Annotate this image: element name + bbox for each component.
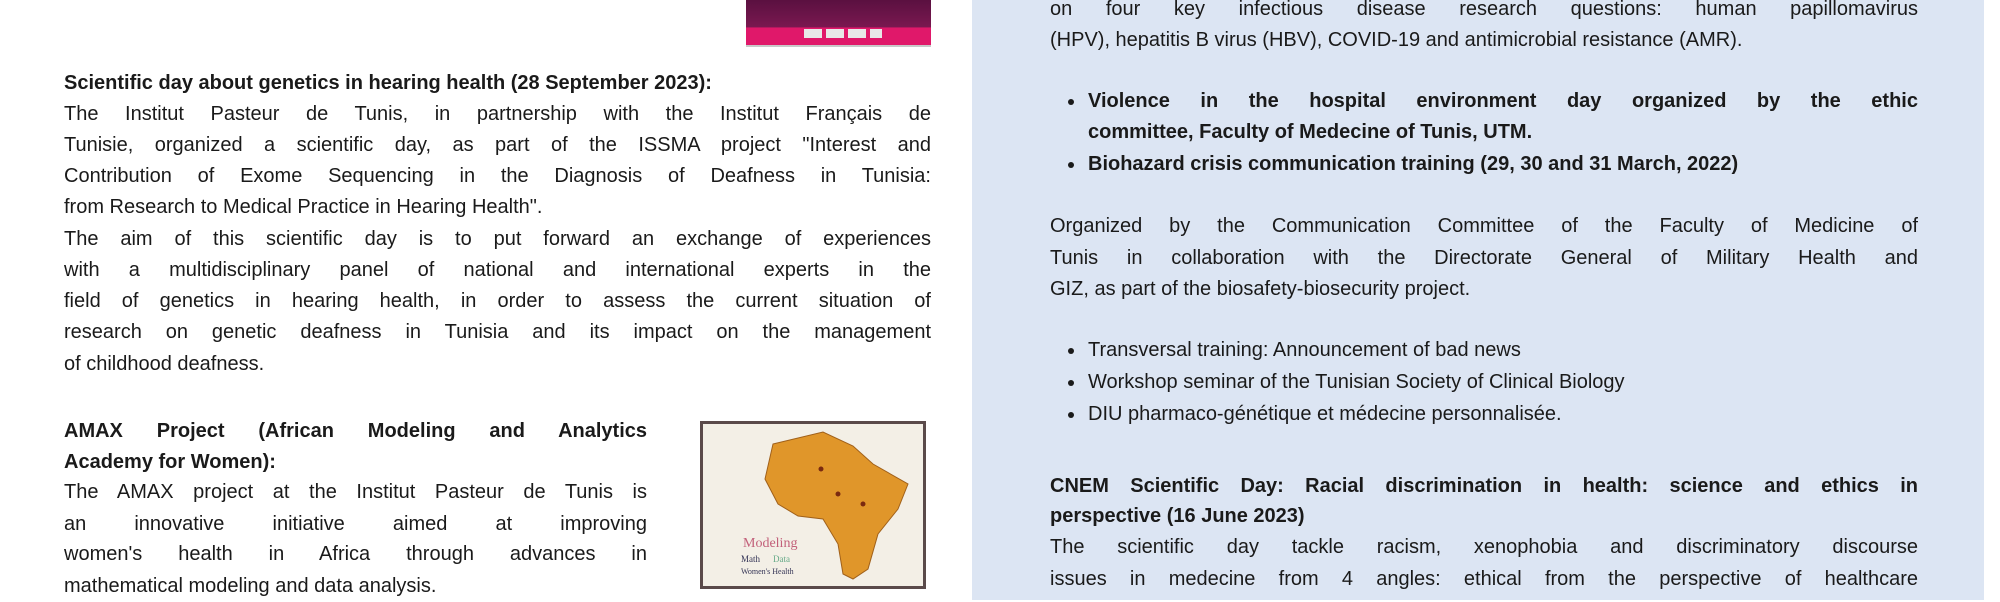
hearing-body-line: with a multidisciplinary panel of nation… bbox=[64, 259, 931, 281]
intro-line: (HPV), hepatitis B virus (HBV), COVID-19… bbox=[1050, 29, 1743, 51]
image-word: Women's Health bbox=[741, 567, 794, 576]
africa-map-icon bbox=[764, 431, 909, 580]
cnem-body-line: The scientific day tackle racism, xenoph… bbox=[1050, 536, 1918, 558]
amax-heading-line: Academy for Women): bbox=[64, 451, 276, 473]
hearing-body-line: research on genetic deafness in Tunisia … bbox=[64, 321, 931, 343]
cnem-body-line: issues in medecine from 4 angles: ethica… bbox=[1050, 568, 1918, 590]
organized-line: Tunis in collaboration with the Director… bbox=[1050, 247, 1918, 269]
bullet-item: Transversal training: Announcement of ba… bbox=[1088, 339, 1521, 361]
bold-bullet-item: Violence in the hospital environment day… bbox=[1088, 90, 1918, 112]
amax-body-line: an innovative initiative aimed at improv… bbox=[64, 513, 647, 535]
hearing-body-line: Contribution of Exome Sequencing in the … bbox=[64, 165, 931, 187]
bold-bullet-item: Biohazard crisis communication training … bbox=[1088, 153, 1739, 175]
hearing-body-line: from Research to Medical Practice in Hea… bbox=[64, 196, 543, 218]
bullet-icon bbox=[1068, 412, 1074, 418]
hearing-body-line: The aim of this scientific day is to put… bbox=[64, 228, 931, 250]
image-word: Math bbox=[741, 554, 760, 564]
amax-body-line: mathematical modeling and data analysis. bbox=[64, 575, 437, 597]
partner-logo bbox=[848, 29, 866, 38]
bold-bullet-item: committee, Faculty of Medecine of Tunis,… bbox=[1088, 121, 1533, 143]
amax-body-line: women's health in Africa through advance… bbox=[64, 543, 647, 565]
bullet-icon bbox=[1068, 162, 1074, 168]
hearing-body-line: field of genetics in hearing health, in … bbox=[64, 290, 931, 312]
bullet-icon bbox=[1068, 99, 1074, 105]
intro-line: on four key infectious disease research … bbox=[1050, 0, 1918, 20]
organized-line: Organized by the Communication Committee… bbox=[1050, 215, 1918, 237]
event-poster-image bbox=[746, 0, 931, 47]
cnem-heading-line: perspective (16 June 2023) bbox=[1050, 505, 1305, 527]
bullet-icon bbox=[1068, 380, 1074, 386]
hearing-body-line: Tunisie, organized a scientific day, as … bbox=[64, 134, 931, 156]
partner-logo bbox=[826, 29, 844, 38]
hearing-heading: Scientific day about genetics in hearing… bbox=[64, 72, 712, 94]
partner-logo bbox=[804, 29, 822, 38]
right-column-panel bbox=[972, 0, 1984, 600]
bullet-icon bbox=[1068, 348, 1074, 354]
amax-heading-line: AMAX Project (African Modeling and Analy… bbox=[64, 420, 647, 442]
bullet-item: DIU pharmaco-génétique et médecine perso… bbox=[1088, 403, 1562, 425]
organized-line: GIZ, as part of the biosafety-biosecurit… bbox=[1050, 278, 1471, 300]
hearing-body-line: The Institut Pasteur de Tunis, in partne… bbox=[64, 103, 931, 125]
partner-logo bbox=[870, 29, 882, 38]
image-word: Data bbox=[773, 554, 790, 564]
image-word: Modeling bbox=[743, 536, 798, 551]
amax-africa-image: Modeling Math Data Women's Health bbox=[700, 421, 926, 589]
cnem-heading-line: CNEM Scientific Day: Racial discriminati… bbox=[1050, 475, 1918, 497]
amax-body-line: The AMAX project at the Institut Pasteur… bbox=[64, 481, 647, 503]
bullet-item: Workshop seminar of the Tunisian Society… bbox=[1088, 371, 1625, 393]
hearing-body-line: of childhood deafness. bbox=[64, 353, 265, 375]
